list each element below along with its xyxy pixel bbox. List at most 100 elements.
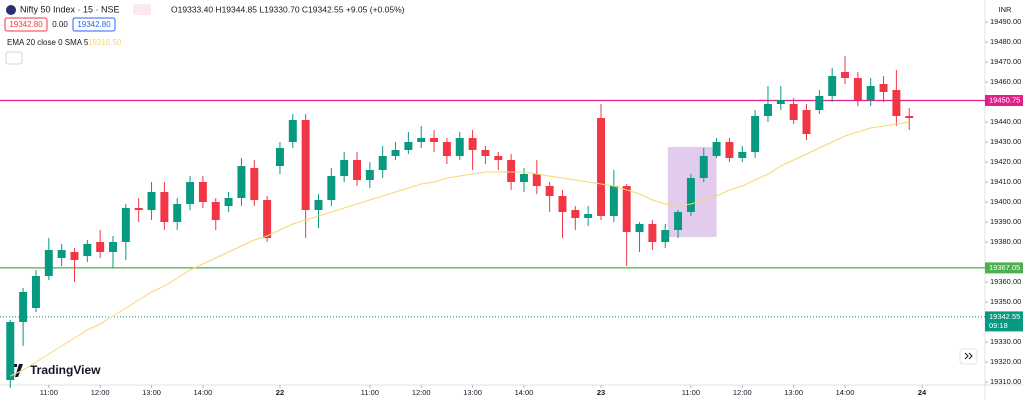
- y-tick-label: 19410.00: [990, 177, 1021, 186]
- candle-body: [519, 174, 528, 182]
- candle-body: [802, 110, 811, 134]
- candle-body: [224, 198, 233, 206]
- plot: [0, 56, 985, 388]
- candle-body: [776, 100, 785, 104]
- candle-body: [584, 214, 593, 218]
- y-tick-label: 19470.00: [990, 57, 1021, 66]
- candle-body: [404, 142, 413, 150]
- indicator-name: EMA 20 close 0 SMA 5: [7, 38, 89, 47]
- candle-body: [597, 118, 605, 216]
- y-tick-label: 19460.00: [990, 77, 1021, 86]
- candle-body: [198, 182, 207, 202]
- x-tick-label: 11:00: [682, 388, 700, 397]
- x-tick-label: 14:00: [194, 388, 213, 397]
- alert-icon[interactable]: [133, 4, 151, 15]
- countdown: 09:18: [989, 321, 1008, 330]
- candle-body: [494, 156, 503, 160]
- buy-box[interactable]: [72, 17, 116, 32]
- candle-body: [160, 192, 169, 222]
- candle-body: [365, 170, 374, 180]
- sell-price: 19342.80: [9, 20, 43, 29]
- candle-body: [738, 152, 747, 158]
- candle-body: [455, 138, 464, 156]
- candle-body: [173, 204, 182, 222]
- candle-body: [841, 72, 850, 78]
- candle-body: [622, 186, 631, 232]
- x-tick-label: 13:00: [463, 388, 482, 397]
- candle-body: [211, 202, 220, 220]
- x-tick-label: 13:00: [784, 388, 803, 397]
- candle-body: [109, 242, 117, 252]
- candle-body: [121, 208, 130, 242]
- candle-body: [250, 168, 259, 200]
- price-label-box: [985, 311, 1023, 332]
- x-tick-label: 14:00: [515, 388, 534, 397]
- brand: TradingView: [30, 363, 101, 377]
- x-tick-label: 14:00: [836, 388, 855, 397]
- scroll-icon: [964, 352, 973, 360]
- candle-body: [686, 178, 695, 212]
- x-tick-label: 24: [918, 388, 927, 397]
- candle-body: [712, 142, 721, 156]
- scroll-button[interactable]: [959, 348, 978, 365]
- candle-body: [635, 224, 644, 232]
- y-tick-label: 19380.00: [990, 237, 1021, 246]
- y-tick-label: 19400.00: [990, 197, 1021, 206]
- candle-body: [57, 250, 66, 258]
- spread: 0.00: [52, 20, 68, 29]
- y-tick-label: 19360.00: [990, 277, 1021, 286]
- y-tick-label: 19320.00: [990, 357, 1021, 366]
- candle-body: [481, 150, 490, 156]
- symbol-icon: [6, 5, 16, 15]
- x-tick-label: 11:00: [40, 388, 58, 397]
- candle-body: [134, 208, 143, 210]
- candle-body: [19, 292, 28, 322]
- candle-body: [674, 212, 683, 230]
- candle-body: [879, 84, 888, 92]
- candle-body: [828, 76, 837, 96]
- candle-body: [507, 160, 516, 182]
- y-tick-label: 19440.00: [990, 117, 1021, 126]
- sell-box[interactable]: [4, 17, 48, 32]
- candle-body: [391, 150, 400, 156]
- candle-body: [532, 174, 541, 186]
- candle-body: [699, 156, 708, 178]
- ohlc: O19333.40 H19344.85 L19330.70 C19342.55 …: [171, 4, 405, 14]
- y-tick-label: 19330.00: [990, 337, 1021, 346]
- currency: INR: [999, 5, 1013, 14]
- candle-body: [751, 116, 760, 152]
- ema-line: [10, 121, 910, 377]
- candle-body: [892, 90, 901, 116]
- candle-body: [340, 160, 349, 176]
- candle-body: [314, 200, 323, 210]
- candle-body: [430, 138, 439, 142]
- candle-body: [327, 176, 336, 200]
- candle-body: [237, 166, 246, 198]
- x-tick-label: 12:00: [412, 388, 431, 397]
- candle-body: [789, 104, 798, 120]
- candle-body: [263, 200, 272, 238]
- x-tick-label: 12:00: [91, 388, 110, 397]
- x-tick-label: 12:00: [733, 388, 752, 397]
- candle-body: [442, 142, 451, 156]
- candle-body: [147, 192, 156, 210]
- candle-body: [44, 250, 53, 276]
- candle-body: [70, 252, 79, 260]
- collapse-button[interactable]: [5, 51, 23, 65]
- price-label: 19367.05: [989, 263, 1020, 272]
- y-tick-label: 19430.00: [990, 137, 1021, 146]
- y-tick-label: 19350.00: [990, 297, 1021, 306]
- price-label: 19342.55: [989, 312, 1020, 321]
- candle-body: [288, 120, 297, 142]
- candle-body: [301, 120, 310, 210]
- y-tick-label: 19310.00: [990, 377, 1021, 386]
- candle-body: [571, 210, 580, 218]
- candle-body: [6, 322, 15, 380]
- symbol-title: Nifty 50 Index · 15 · NSE: [20, 4, 120, 14]
- candle-body: [96, 242, 105, 252]
- price-label-box: [985, 95, 1023, 106]
- candle-body: [648, 224, 657, 242]
- candle-body: [186, 182, 195, 204]
- candle-body: [468, 138, 477, 150]
